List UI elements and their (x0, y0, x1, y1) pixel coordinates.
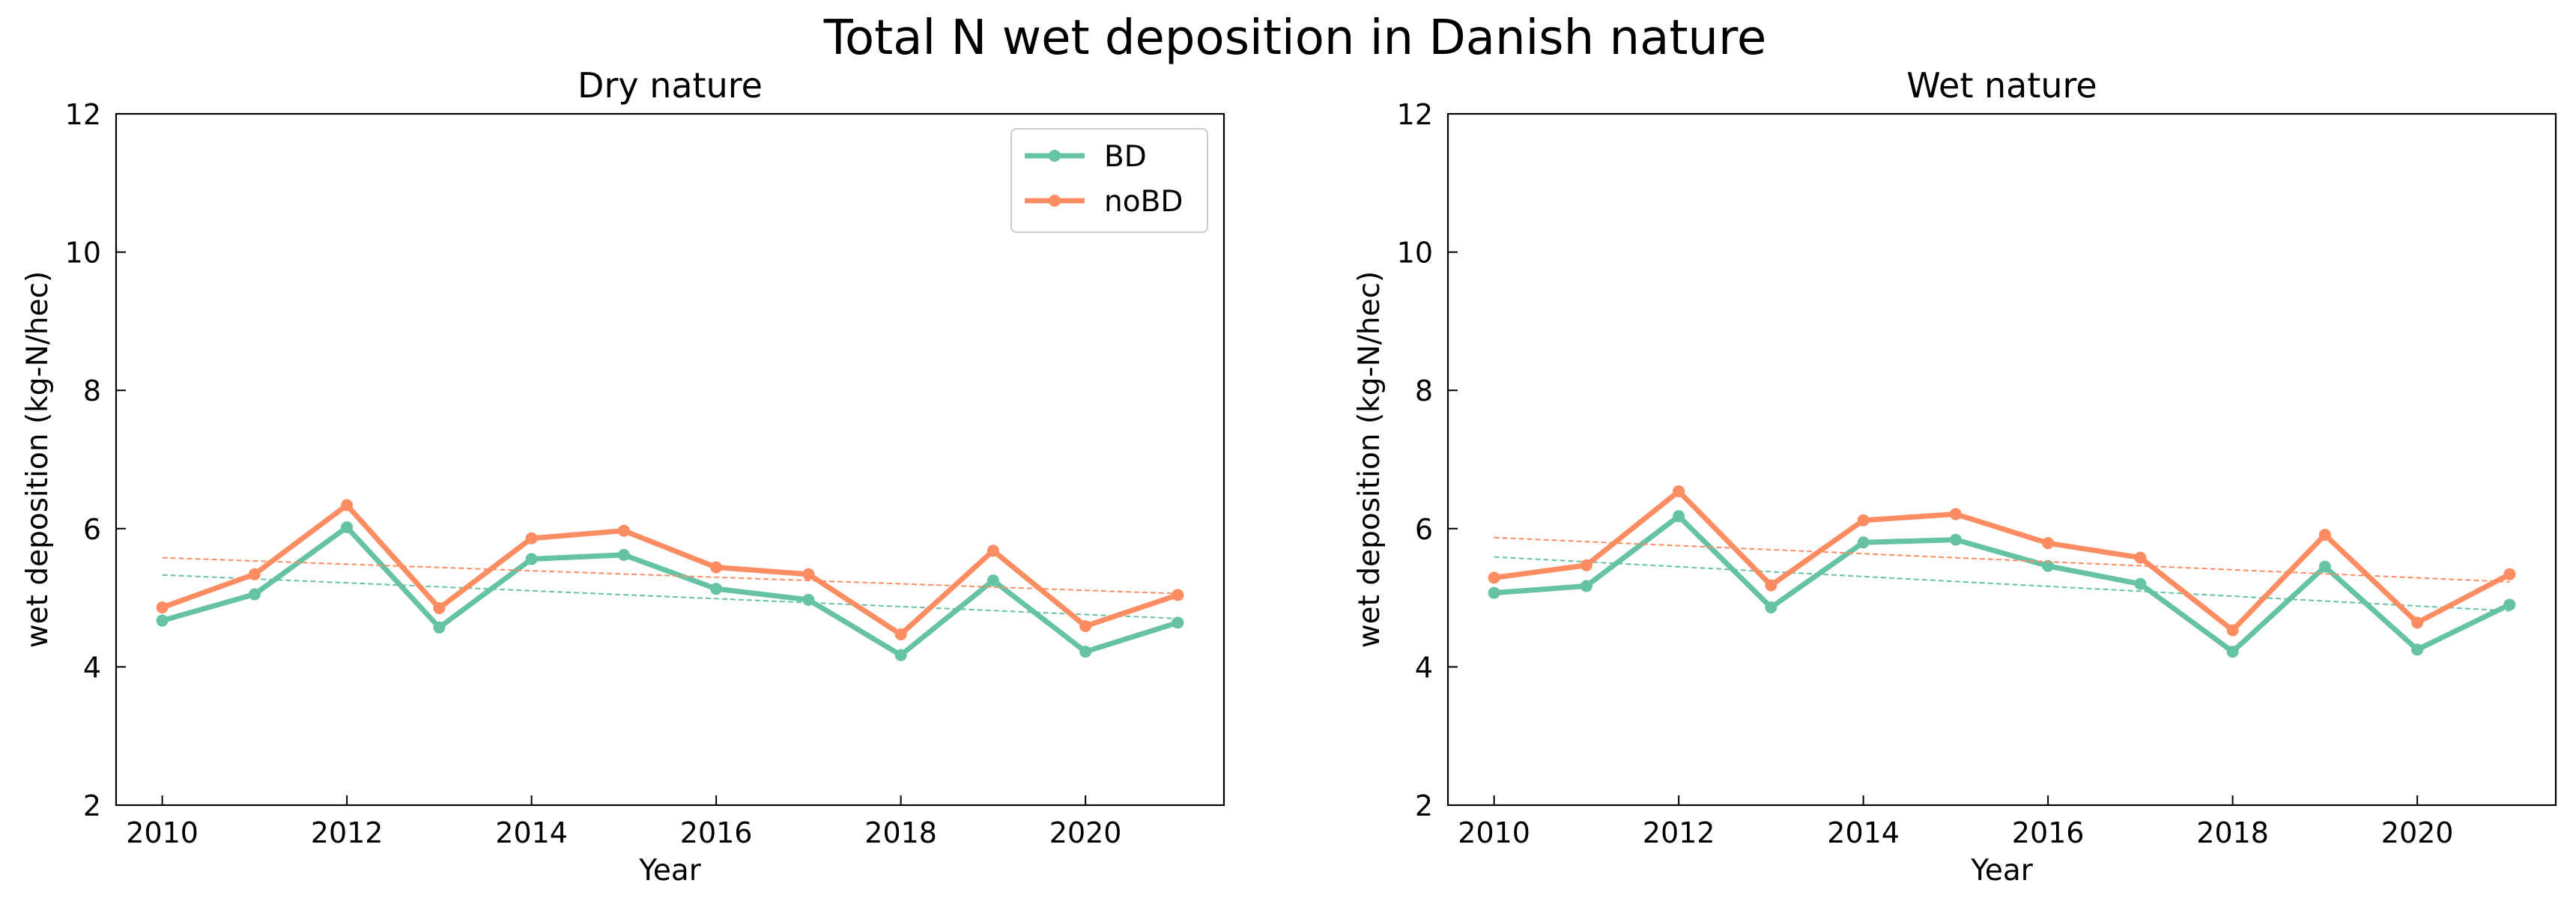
x-axis-label: Year (638, 854, 702, 888)
data-point-bd (2042, 559, 2055, 572)
data-point-nobd (525, 532, 538, 545)
y-tick-label: 12 (65, 98, 101, 131)
panel-wet-nature: Wet nature 2010 2012 2014 2016 2018 2020 2 4 6 8 10… (1353, 65, 2557, 888)
x-tick-label: 2012 (1643, 816, 1715, 849)
data-point-bd (1079, 646, 1092, 658)
data-point-nobd (1079, 619, 1092, 632)
x-tick-label: 2016 (680, 816, 753, 849)
data-point-bd (2134, 577, 2147, 590)
data-point-bd (2318, 560, 2331, 573)
trend-line-nobd (1494, 536, 2510, 583)
x-tick-label: 2020 (2381, 816, 2454, 849)
data-point-nobd (1580, 559, 1592, 571)
data-point-nobd (1857, 514, 1870, 527)
y-tick-label: 6 (83, 513, 101, 546)
x-tick-label: 2010 (126, 816, 198, 849)
y-axis-label: wet deposition (kg-N/hec) (21, 271, 55, 649)
data-point-bd (433, 621, 446, 634)
x-axis-label: Year (1970, 854, 2034, 888)
data-point-nobd (1949, 508, 1962, 521)
panel-dry-nature: Dry nature 2010 2012 2014 2016 2018 2020 2 4 6 8 10… (21, 65, 1225, 888)
trend-line-bd (162, 574, 1178, 619)
data-point-nobd (2411, 616, 2424, 629)
legend-label-nobd: noBD (1104, 185, 1183, 219)
panel-title: Wet nature (1906, 65, 2097, 106)
x-tick-label: 2016 (2012, 816, 2085, 849)
y-tick-label: 8 (1415, 374, 1433, 407)
data-point-nobd (1488, 571, 1500, 584)
y-tick-label: 6 (1415, 513, 1433, 546)
y-axis-label: wet deposition (kg-N/hec) (1353, 271, 1387, 649)
trend-line-bd (1494, 556, 2510, 612)
y-tick-label: 10 (1397, 237, 1433, 270)
data-point-nobd (710, 561, 723, 574)
data-point-nobd (2042, 537, 2055, 550)
data-point-nobd (617, 524, 630, 537)
legend-marker-bd (1049, 150, 1061, 162)
x-tick-label: 2012 (311, 816, 384, 849)
series-line-nobd (160, 502, 1181, 637)
data-point-bd (987, 574, 999, 587)
data-point-bd (1580, 580, 1592, 592)
data-point-bd (1488, 586, 1500, 599)
y-tick-label: 2 (1415, 789, 1433, 822)
legend: BD noBD (1010, 128, 1208, 233)
data-point-bd (1857, 536, 1870, 549)
y-tick-label: 4 (1415, 651, 1433, 684)
x-tick-label: 2018 (2196, 816, 2269, 849)
data-point-bd (2411, 643, 2424, 656)
figure-title: Total N wet deposition in Danish nature (823, 10, 1767, 66)
x-tick-label: 2018 (864, 816, 937, 849)
y-tick-label: 2 (83, 789, 101, 822)
x-tick-label: 2014 (495, 816, 568, 849)
data-point-bd (2503, 598, 2516, 611)
trend-line-nobd (162, 556, 1178, 595)
data-point-bd (710, 583, 723, 595)
data-point-nobd (2318, 529, 2331, 542)
x-tick-label: 2020 (1049, 816, 1122, 849)
legend-label-bd: BD (1104, 140, 1147, 174)
data-point-bd (248, 588, 261, 601)
y-tick-label: 10 (65, 237, 101, 270)
data-point-nobd (156, 601, 169, 614)
data-point-bd (1172, 616, 1184, 629)
series-line-nobd (1491, 488, 2512, 633)
data-point-bd (525, 553, 538, 565)
y-tick-label: 8 (83, 374, 101, 407)
y-tick-label: 12 (1397, 98, 1433, 131)
panel-title: Dry nature (578, 65, 763, 106)
data-point-bd (1765, 601, 1778, 614)
data-point-nobd (2226, 624, 2239, 637)
y-tick-label: 4 (83, 651, 101, 684)
data-point-bd (1949, 533, 1962, 546)
data-point-nobd (433, 601, 446, 614)
series-line-bd (160, 524, 1181, 658)
data-point-nobd (1673, 485, 1685, 497)
data-point-nobd (802, 568, 815, 580)
data-point-bd (1673, 510, 1685, 523)
series-line-bd (1491, 513, 2512, 655)
data-point-bd (894, 649, 907, 661)
data-point-bd (341, 521, 354, 533)
data-point-bd (802, 593, 815, 606)
plot-frame (115, 112, 1225, 807)
data-point-nobd (2134, 551, 2147, 564)
x-tick-label: 2010 (1458, 816, 1530, 849)
legend-marker-nobd (1049, 195, 1061, 207)
data-point-bd (156, 614, 169, 627)
data-point-bd (2226, 646, 2239, 658)
data-point-nobd (1172, 589, 1184, 601)
data-point-nobd (248, 568, 261, 580)
data-point-nobd (1765, 579, 1778, 592)
data-point-nobd (341, 499, 354, 512)
data-point-nobd (2503, 568, 2516, 580)
data-point-nobd (987, 545, 999, 557)
plot-frame (1446, 112, 2557, 807)
data-point-nobd (894, 628, 907, 641)
data-point-bd (617, 548, 630, 561)
x-tick-label: 2014 (1827, 816, 1900, 849)
